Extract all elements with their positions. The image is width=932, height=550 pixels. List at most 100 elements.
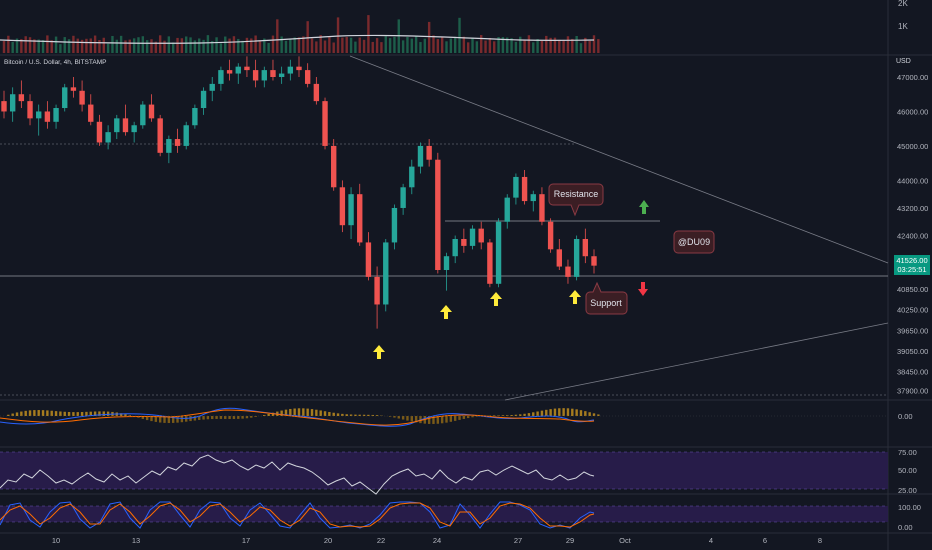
volume-bar [406,36,409,53]
volume-bar [93,35,97,53]
volume-bar [506,37,509,53]
candle [504,194,510,229]
macd-bar [566,408,570,416]
price-tick-label: 43200.00 [897,204,928,213]
macd-bar [362,414,366,416]
candle [547,218,554,253]
candle [365,232,372,281]
candle [244,56,250,77]
volume-bar [592,35,596,53]
volume-bar [510,38,513,53]
macd-bar [523,413,526,416]
volume-bar [380,42,383,53]
watermark-label: @DU09 [678,237,710,247]
macd-bar [471,416,474,418]
macd-bar [328,412,331,416]
support-callout[interactable]: Support [585,281,628,315]
volume-bar [20,39,23,53]
volume-bar [297,37,301,53]
macd-bar [592,413,596,416]
rsi-band [0,452,888,489]
candle [105,125,111,150]
macd-bar [506,415,509,416]
macd-bar [354,414,357,416]
macd-bar [345,414,348,416]
volume-bar [362,39,366,53]
volume-bar [410,38,413,53]
candle [157,114,163,157]
macd-bar [228,416,231,420]
last-price-tag: 41526.00 03:25:51 [894,255,930,275]
macd-bar [250,416,253,418]
volume-bar [466,42,470,53]
macd-bar [406,416,409,421]
macd-signal-line [0,409,595,426]
macd-bar [375,415,379,416]
volume-bar [566,36,570,53]
macd-bar [597,414,600,416]
macd-bar [310,409,314,416]
candle [521,170,528,205]
time-tick-label: 13 [132,536,140,545]
stoch-d-line [0,502,595,528]
volume-bar [72,35,75,53]
macd-bar [371,414,374,416]
time-axis[interactable]: 10 13 17 20 22 24 27 29 Oct 4 6 8 [52,536,822,545]
volume-bar [228,38,231,53]
volume-bar [471,37,474,53]
candle [62,83,68,112]
volume-bar [46,35,49,53]
price-tick-label: 39050.00 [897,347,928,356]
time-tick-label: 17 [242,536,250,545]
macd-bar [224,416,227,419]
rsi-axis-label-25: 25.00 [898,486,917,495]
volume-bar [562,39,565,53]
macd-bar [475,416,479,417]
macd-bar [72,412,75,416]
macd-bar [302,408,305,416]
macd-bar [141,416,145,419]
volume-bar [462,36,466,53]
volume-bar [345,36,348,53]
candle [296,56,302,77]
macd-bar [588,412,591,416]
candle [487,238,493,288]
price-tick-label: 37900.00 [897,387,928,396]
candle-countdown: 03:25:51 [897,265,926,274]
volume-bar [98,40,101,53]
price-tick-label: 45000.00 [897,142,928,151]
volume-bar [80,39,84,53]
volume-bar [76,38,79,53]
macd-bar [28,410,32,416]
volume-bar [224,36,227,53]
candle [556,238,562,271]
macd-bar [98,411,101,416]
support-label: Support [590,298,622,308]
volume-axis-label-1k: 1K [898,22,908,31]
volume-bar [280,36,283,53]
candle [339,180,346,233]
candle [209,77,215,102]
macd-bar [202,416,205,420]
volume-bar [540,40,544,53]
volume-bar [7,35,10,53]
macd-bar [80,412,84,416]
macd-bar [584,411,587,416]
volume-bar [371,41,374,53]
volume-bar [2,41,6,53]
resistance-callout[interactable]: Resistance [548,183,604,217]
volume-bar [111,35,114,53]
volume-bar [250,38,253,53]
ascending-trendline [504,322,889,401]
price-axis[interactable]: 47000.00 46000.00 45000.00 44000.00 43200.00… [897,73,928,396]
candle [391,204,398,250]
macd-bar [536,411,539,416]
time-tick-label: 8 [818,536,822,545]
candle [200,87,207,115]
candle [79,80,85,112]
volume-bar [128,39,132,53]
candle [582,228,589,264]
candle [36,104,42,136]
candle [565,259,571,284]
